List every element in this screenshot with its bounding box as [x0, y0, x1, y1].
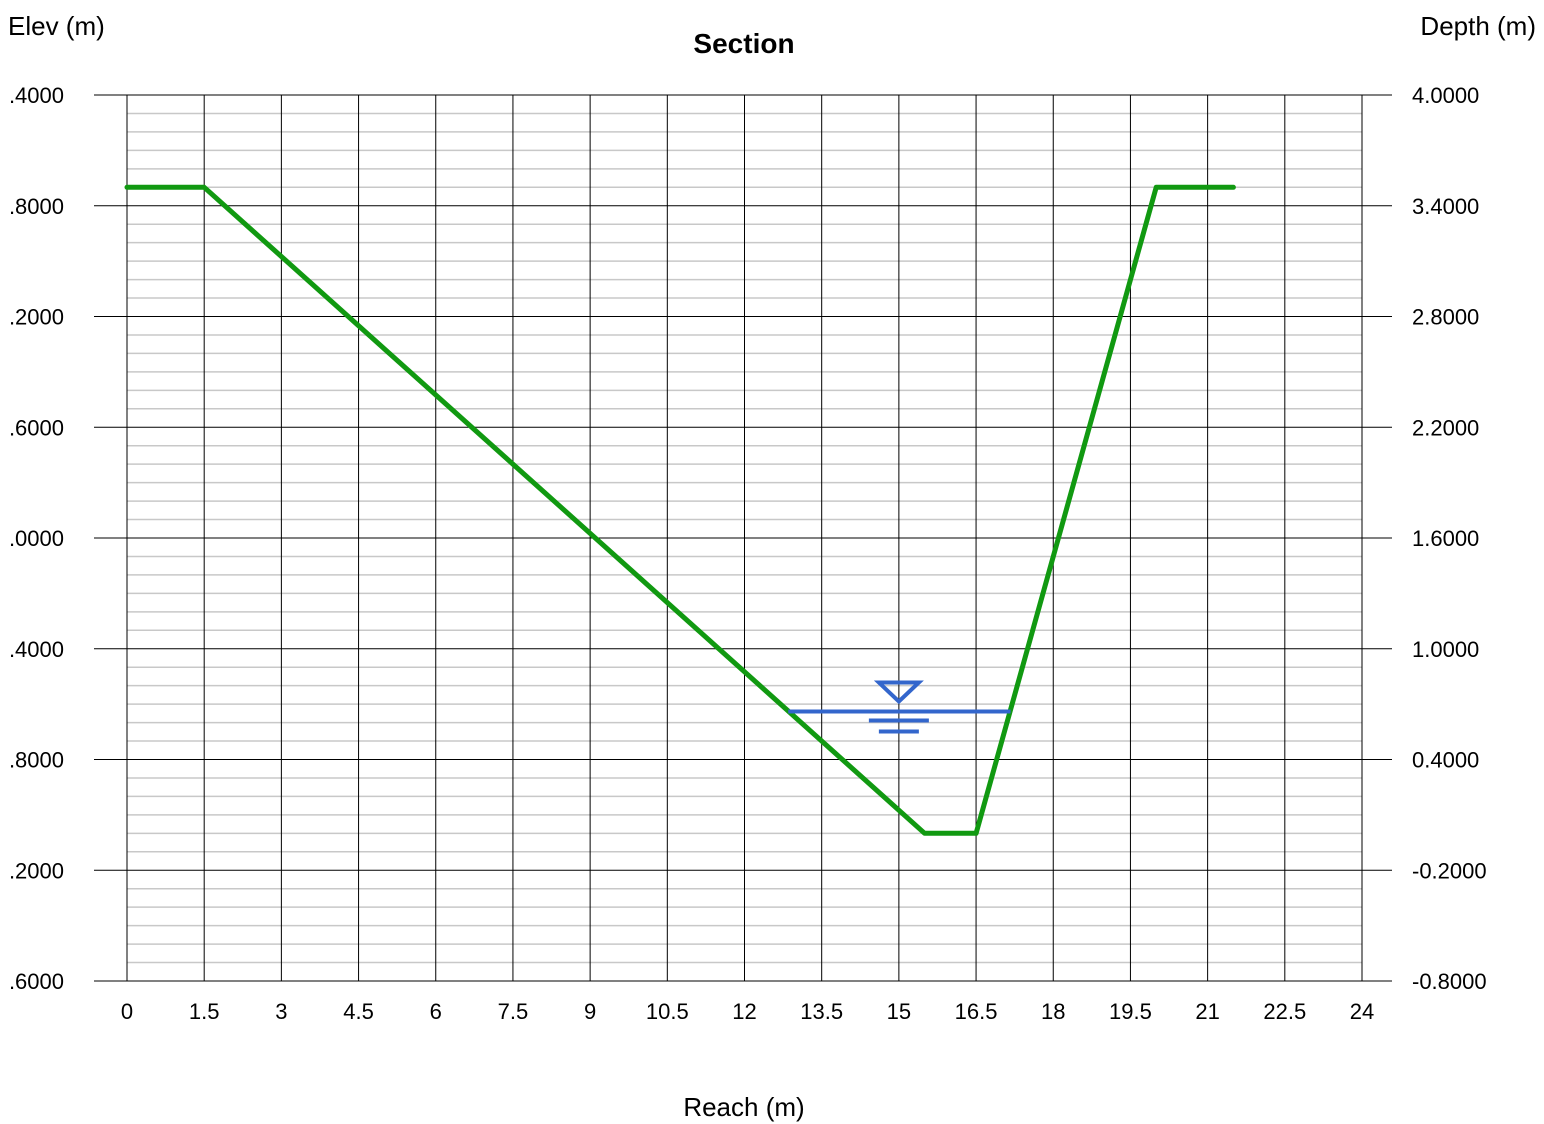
- x-tick-label: 15: [887, 999, 911, 1024]
- left-y-tick-label: .6000: [9, 969, 64, 994]
- x-tick-label: 0: [121, 999, 133, 1024]
- x-tick-label: 13.5: [800, 999, 843, 1024]
- x-tick-label: 1.5: [189, 999, 220, 1024]
- x-tick-label: 6: [430, 999, 442, 1024]
- right-y-tick-label: 1.0000: [1412, 637, 1479, 662]
- water-surface-layer: [788, 680, 1011, 734]
- right-y-tick-label: 1.6000: [1412, 526, 1479, 551]
- x-tick-label: 16.5: [955, 999, 998, 1024]
- right-y-axis-label: Depth (m): [1420, 11, 1536, 41]
- left-y-tick-label: .8000: [9, 194, 64, 219]
- x-axis-label: Reach (m): [683, 1092, 804, 1122]
- x-tick-label: 24: [1350, 999, 1374, 1024]
- right-y-tick-label: -0.2000: [1412, 858, 1487, 883]
- right-y-tick-label: 4.0000: [1412, 83, 1479, 108]
- x-tick-label: 21: [1195, 999, 1219, 1024]
- x-tick-label: 3: [275, 999, 287, 1024]
- x-tick-label: 22.5: [1263, 999, 1306, 1024]
- chart-title: Section: [693, 28, 794, 59]
- left-y-tick-label: .4000: [9, 83, 64, 108]
- x-tick-label: 10.5: [646, 999, 689, 1024]
- left-y-tick-label: .2000: [9, 858, 64, 883]
- right-y-tick-label: 0.4000: [1412, 748, 1479, 773]
- x-tick-label: 4.5: [343, 999, 374, 1024]
- x-tick-label: 9: [584, 999, 596, 1024]
- major-gridlines: [94, 94, 1392, 982]
- left-y-tick-label: .2000: [9, 305, 64, 330]
- left-y-tick-label: .0000: [9, 526, 64, 551]
- x-tick-label: 7.5: [498, 999, 529, 1024]
- left-y-tick-labels: .4000 .8000 .2000 .6000 .0000 .4000 .8000 .2000…: [9, 83, 64, 994]
- x-tick-labels: 0 1.5 3 4.5 6 7.5 9 10.5 12 13.5 15 16.5 18 19.5 21 22.…: [121, 999, 1374, 1024]
- right-y-tick-label: 2.2000: [1412, 415, 1479, 440]
- left-y-axis-label: Elev (m): [8, 11, 105, 41]
- channel-section-line: [124, 184, 1236, 836]
- x-tick-label: 19.5: [1109, 999, 1152, 1024]
- left-y-tick-label: .6000: [9, 415, 64, 440]
- series-layer: [124, 184, 1236, 836]
- x-tick-label: 12: [732, 999, 756, 1024]
- right-y-tick-label: 2.8000: [1412, 305, 1479, 330]
- left-y-tick-label: .4000: [9, 637, 64, 662]
- x-tick-label: 18: [1041, 999, 1065, 1024]
- right-y-tick-label: 3.4000: [1412, 194, 1479, 219]
- right-y-tick-labels: 4.0000 3.4000 2.8000 2.2000 1.6000 1.0000 0.40…: [1412, 83, 1487, 994]
- right-y-tick-label: -0.8000: [1412, 969, 1487, 994]
- water-level-triangle-icon: [873, 680, 924, 705]
- left-y-tick-label: .8000: [9, 748, 64, 773]
